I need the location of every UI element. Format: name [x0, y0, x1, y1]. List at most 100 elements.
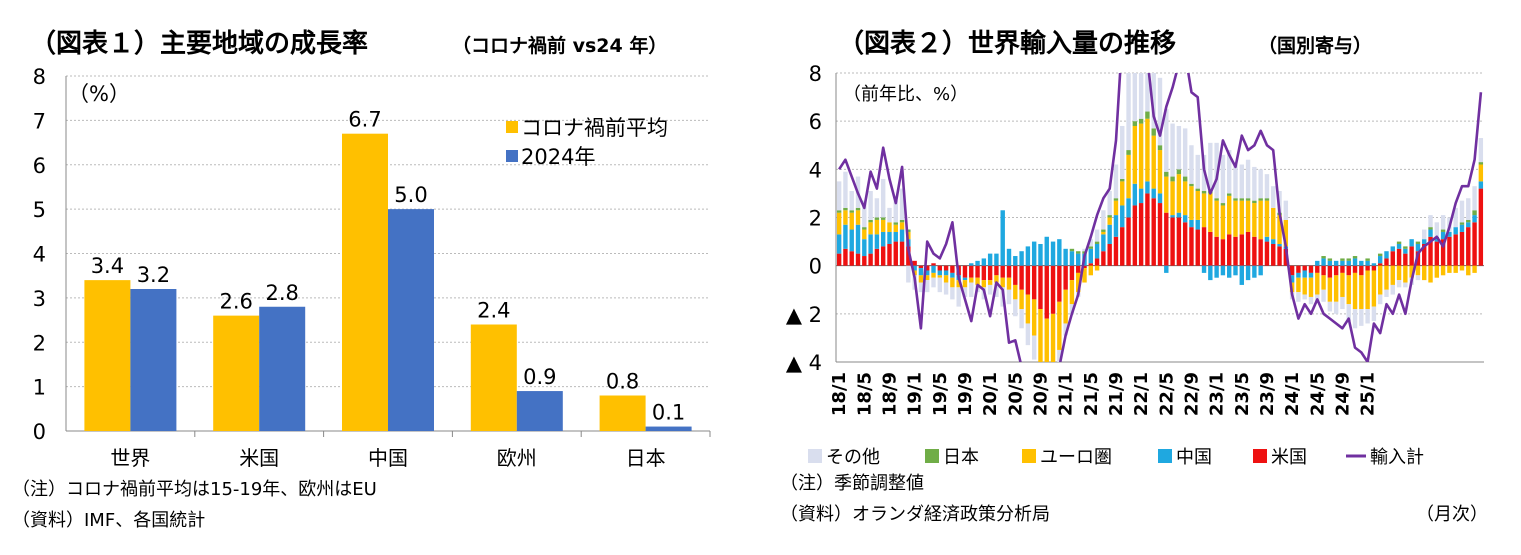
right-bar-segment — [1220, 154, 1226, 204]
right-x-tick-label: 24/5 — [1307, 372, 1328, 416]
right-bar-segment — [1025, 323, 1031, 346]
right-bar-segment — [874, 248, 880, 266]
right-bar-segment — [1409, 265, 1414, 278]
right-x-tick-label: 18/1 — [829, 372, 850, 416]
right-bar-segment — [943, 282, 949, 295]
right-bar-segment — [1258, 169, 1263, 199]
right-bar-segment — [899, 241, 905, 266]
right-bar-segment — [1214, 200, 1219, 237]
right-bar-segment — [1440, 229, 1446, 232]
right-bar-segment — [931, 263, 936, 266]
right-bar-segment — [1214, 198, 1219, 201]
right-chart-source: （資料）オランダ経済政策分析局 — [780, 504, 1050, 525]
right-y-tick-label: ▲ 2 — [786, 303, 822, 327]
right-bar-segment — [1227, 150, 1232, 194]
right-x-tick-label: 24/9 — [1332, 372, 1353, 416]
right-bar-segment — [969, 263, 974, 266]
right-bar-segment — [1025, 246, 1031, 266]
right-bar-segment — [1050, 313, 1056, 362]
right-bar-segment — [918, 275, 924, 283]
left-category-label: 世界 — [110, 446, 150, 470]
right-bar-segment — [1120, 227, 1125, 266]
right-bar-segment — [887, 243, 892, 266]
right-bar-segment — [975, 260, 980, 266]
right-bar-segment — [1107, 215, 1112, 218]
right-bar-segment — [1088, 248, 1093, 264]
right-bar-segment — [925, 265, 930, 271]
right-bar-segment — [1145, 73, 1150, 112]
right-chart-stacked-bars — [836, 73, 1484, 362]
right-bar-segment — [1101, 210, 1106, 230]
right-x-tick-label: 24/1 — [1282, 372, 1303, 416]
right-bar-segment — [874, 234, 880, 249]
left-chart-data-labels: 3.4 3.2 2.6 2.8 6.7 5.0 2.4 0.9 0.8 0.1 — [91, 108, 686, 425]
right-bar-segment — [1233, 164, 1238, 199]
right-x-tick-label: 21/9 — [1106, 372, 1127, 416]
right-bar-segment — [843, 224, 848, 249]
right-bar-segment — [1459, 224, 1465, 232]
right-bar-segment — [1120, 178, 1125, 182]
right-bar-segment — [1315, 265, 1320, 273]
right-bar-segment — [1094, 241, 1100, 244]
right-bar-segment — [1233, 265, 1238, 276]
right-bar-segment — [1220, 239, 1226, 266]
right-bar-segment — [868, 222, 873, 235]
right-bar-segment — [1277, 215, 1282, 244]
right-bar-segment — [1094, 265, 1100, 271]
right-bar-segment — [1371, 265, 1377, 271]
right-bar-segment — [1151, 135, 1156, 189]
right-bar-segment — [1031, 299, 1037, 336]
right-bar-segment — [1006, 265, 1012, 278]
right-legend-label: 日本 — [943, 447, 979, 468]
right-bar-segment — [874, 217, 880, 220]
right-bar-segment — [1157, 150, 1163, 194]
right-bar-segment — [962, 265, 968, 278]
right-bar-segment — [1157, 145, 1163, 151]
right-bar-segment — [1145, 181, 1150, 194]
right-bar-segment — [1151, 73, 1156, 129]
right-bar-segment — [1365, 270, 1370, 310]
right-bar-segment — [843, 248, 848, 266]
left-y-tick-label: 7 — [33, 109, 46, 133]
right-bar-segment — [943, 275, 949, 283]
left-data-label: 3.2 — [137, 263, 170, 287]
left-bar — [388, 209, 434, 431]
right-bar-segment — [1289, 275, 1295, 283]
right-bar-segment — [1220, 203, 1226, 206]
right-bar-segment — [1164, 171, 1169, 177]
right-bar-segment — [1220, 265, 1226, 276]
right-bar-segment — [868, 253, 873, 266]
right-bar-segment — [1390, 284, 1395, 295]
right-bar-segment — [1189, 186, 1194, 220]
right-bar-segment — [1164, 212, 1169, 266]
right-bar-segment — [1478, 164, 1484, 182]
left-data-label: 6.7 — [348, 108, 381, 132]
right-bar-segment — [1346, 258, 1351, 261]
left-y-tick-label: 6 — [33, 154, 46, 178]
right-chart-unit-bg — [842, 78, 976, 106]
right-y-tick-label: 8 — [809, 62, 822, 86]
left-chart-y-axis: 0 1 2 3 4 5 6 7 8 — [33, 65, 46, 444]
right-bar-segment — [1113, 215, 1119, 237]
right-bar-segment — [1151, 128, 1156, 136]
right-bar-segment — [1182, 128, 1188, 177]
right-bar-segment — [1239, 200, 1244, 235]
right-bar-segment — [969, 282, 974, 297]
right-bar-segment — [1189, 183, 1194, 187]
left-data-label: 2.4 — [477, 299, 510, 323]
right-bar-segment — [862, 256, 867, 266]
right-bar-segment — [1038, 265, 1043, 310]
right-x-tick-label: 22/9 — [1182, 372, 1203, 416]
right-bar-segment — [1340, 296, 1345, 310]
right-bar-segment — [855, 224, 861, 254]
right-legend-label: 輸入計 — [1370, 447, 1424, 468]
right-bar-segment — [855, 253, 861, 266]
right-bar-segment — [1208, 265, 1213, 281]
right-bar-segment — [1019, 309, 1024, 329]
left-chart-x-axis: 世界 米国 中国 欧州 日本 — [110, 431, 711, 470]
right-bar-segment — [855, 210, 861, 225]
right-bar-segment — [1006, 248, 1012, 266]
right-bar-segment — [1245, 265, 1251, 281]
right-bar-segment — [1057, 349, 1062, 362]
right-bar-segment — [1182, 181, 1188, 216]
